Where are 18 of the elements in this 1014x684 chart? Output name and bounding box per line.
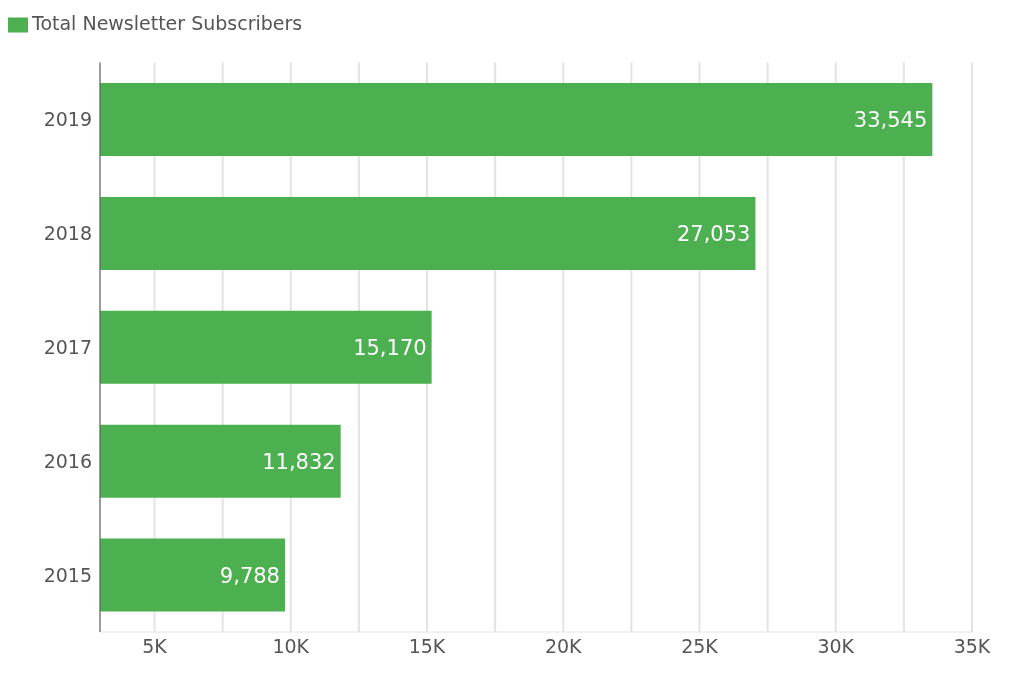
x-tick-label: 10K — [272, 635, 310, 658]
y-tick-label: 2019 — [43, 108, 92, 131]
y-tick-label: 2015 — [43, 563, 92, 586]
x-tick-label: 15K — [408, 635, 446, 658]
y-tick-label: 2017 — [43, 335, 92, 358]
data-label: 9,788 — [219, 563, 280, 588]
y-tick-label: 2016 — [43, 449, 92, 472]
data-label: 33,545 — [853, 107, 928, 132]
x-tick-label: 35K — [953, 635, 991, 658]
x-tick-label: 20K — [544, 635, 583, 658]
legend-label: Total Newsletter Subscribers — [32, 12, 303, 34]
x-tick-label: 5K — [142, 635, 168, 658]
data-label: 27,053 — [676, 221, 751, 246]
y-tick-label: 2018 — [43, 222, 92, 245]
data-label: 11,832 — [262, 449, 336, 474]
data-label: 15,170 — [353, 335, 427, 360]
x-tick-label: 30K — [817, 635, 855, 658]
x-tick-label: 25K — [681, 635, 719, 658]
